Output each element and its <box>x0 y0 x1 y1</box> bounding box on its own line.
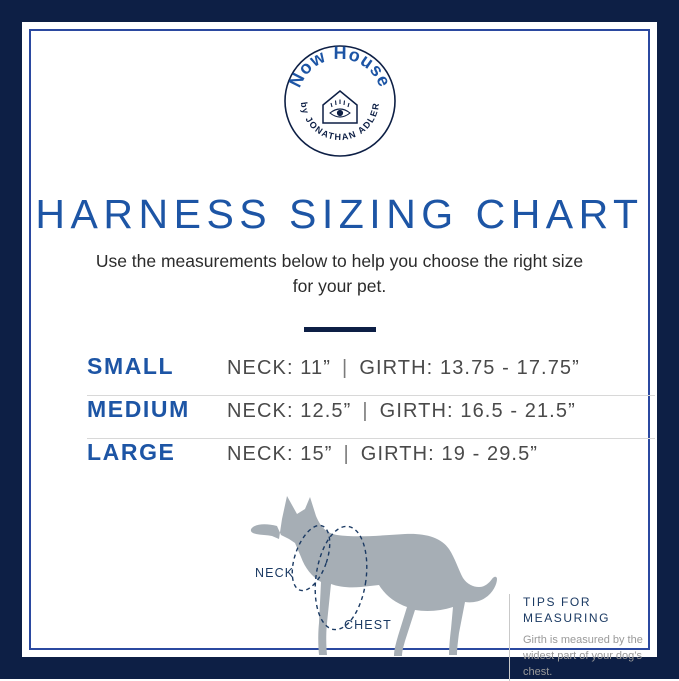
tips-title-line2: MEASURING <box>523 611 611 626</box>
table-row: SMALL NECK: 11” | GIRTH: 13.75 - 17.75” <box>87 353 655 396</box>
girth-measurement: GIRTH: 19 - 29.5” <box>360 443 539 465</box>
label-neck: NECK <box>255 566 295 580</box>
measurement-separator: | <box>362 400 369 422</box>
measurement-separator: | <box>342 357 349 379</box>
table-row: LARGE NECK: 15” | GIRTH: 19 - 29.5” <box>87 439 655 481</box>
dog-illustration: NECK CHEST <box>31 483 648 673</box>
measurement-separator: | <box>343 443 350 465</box>
size-measurements: NECK: 12.5” | GIRTH: 16.5 - 21.5” <box>227 400 655 423</box>
neck-measurement: NECK: 15” <box>227 443 333 465</box>
size-label-small: SMALL <box>87 353 175 379</box>
table-row: MEDIUM NECK: 12.5” | GIRTH: 16.5 - 21.5” <box>87 396 655 439</box>
tips-for-measuring: TIPS FOR MEASURING Girth is measured by … <box>509 594 673 681</box>
size-label-large: LARGE <box>87 439 176 465</box>
tips-body: Girth is measured by the widest part of … <box>523 634 643 679</box>
now-house-badge-icon: Now House by JONATHAN ADLER <box>282 43 398 159</box>
girth-measurement: GIRTH: 16.5 - 21.5” <box>379 400 576 422</box>
tips-title-line1: TIPS FOR <box>523 595 592 609</box>
neck-measurement: NECK: 11” <box>227 357 332 379</box>
title-divider <box>303 327 376 332</box>
page-title: HARNESS SIZING CHART <box>35 191 644 237</box>
girth-measurement: GIRTH: 13.75 - 17.75” <box>359 357 580 379</box>
neck-measurement: NECK: 12.5” <box>227 400 352 422</box>
page-subtitle: Use the measurements below to help you c… <box>95 251 584 297</box>
frame-white-gap: Now House by JONATHAN ADLER <box>22 22 657 681</box>
brand-logo: Now House by JONATHAN ADLER <box>31 43 648 159</box>
size-label-medium: MEDIUM <box>87 396 190 422</box>
size-table: SMALL NECK: 11” | GIRTH: 13.75 - 17.75” ME… <box>87 353 655 481</box>
frame-blue-keyline: Now House by JONATHAN ADLER <box>29 29 655 681</box>
tips-title: TIPS FOR MEASURING <box>523 594 673 626</box>
chart-content: Now House by JONATHAN ADLER <box>31 31 655 681</box>
dog-silhouette-icon <box>250 496 497 656</box>
size-measurements: NECK: 11” | GIRTH: 13.75 - 17.75” <box>227 357 655 380</box>
size-measurements: NECK: 15” | GIRTH: 19 - 29.5” <box>227 443 655 466</box>
label-chest: CHEST <box>344 618 392 632</box>
